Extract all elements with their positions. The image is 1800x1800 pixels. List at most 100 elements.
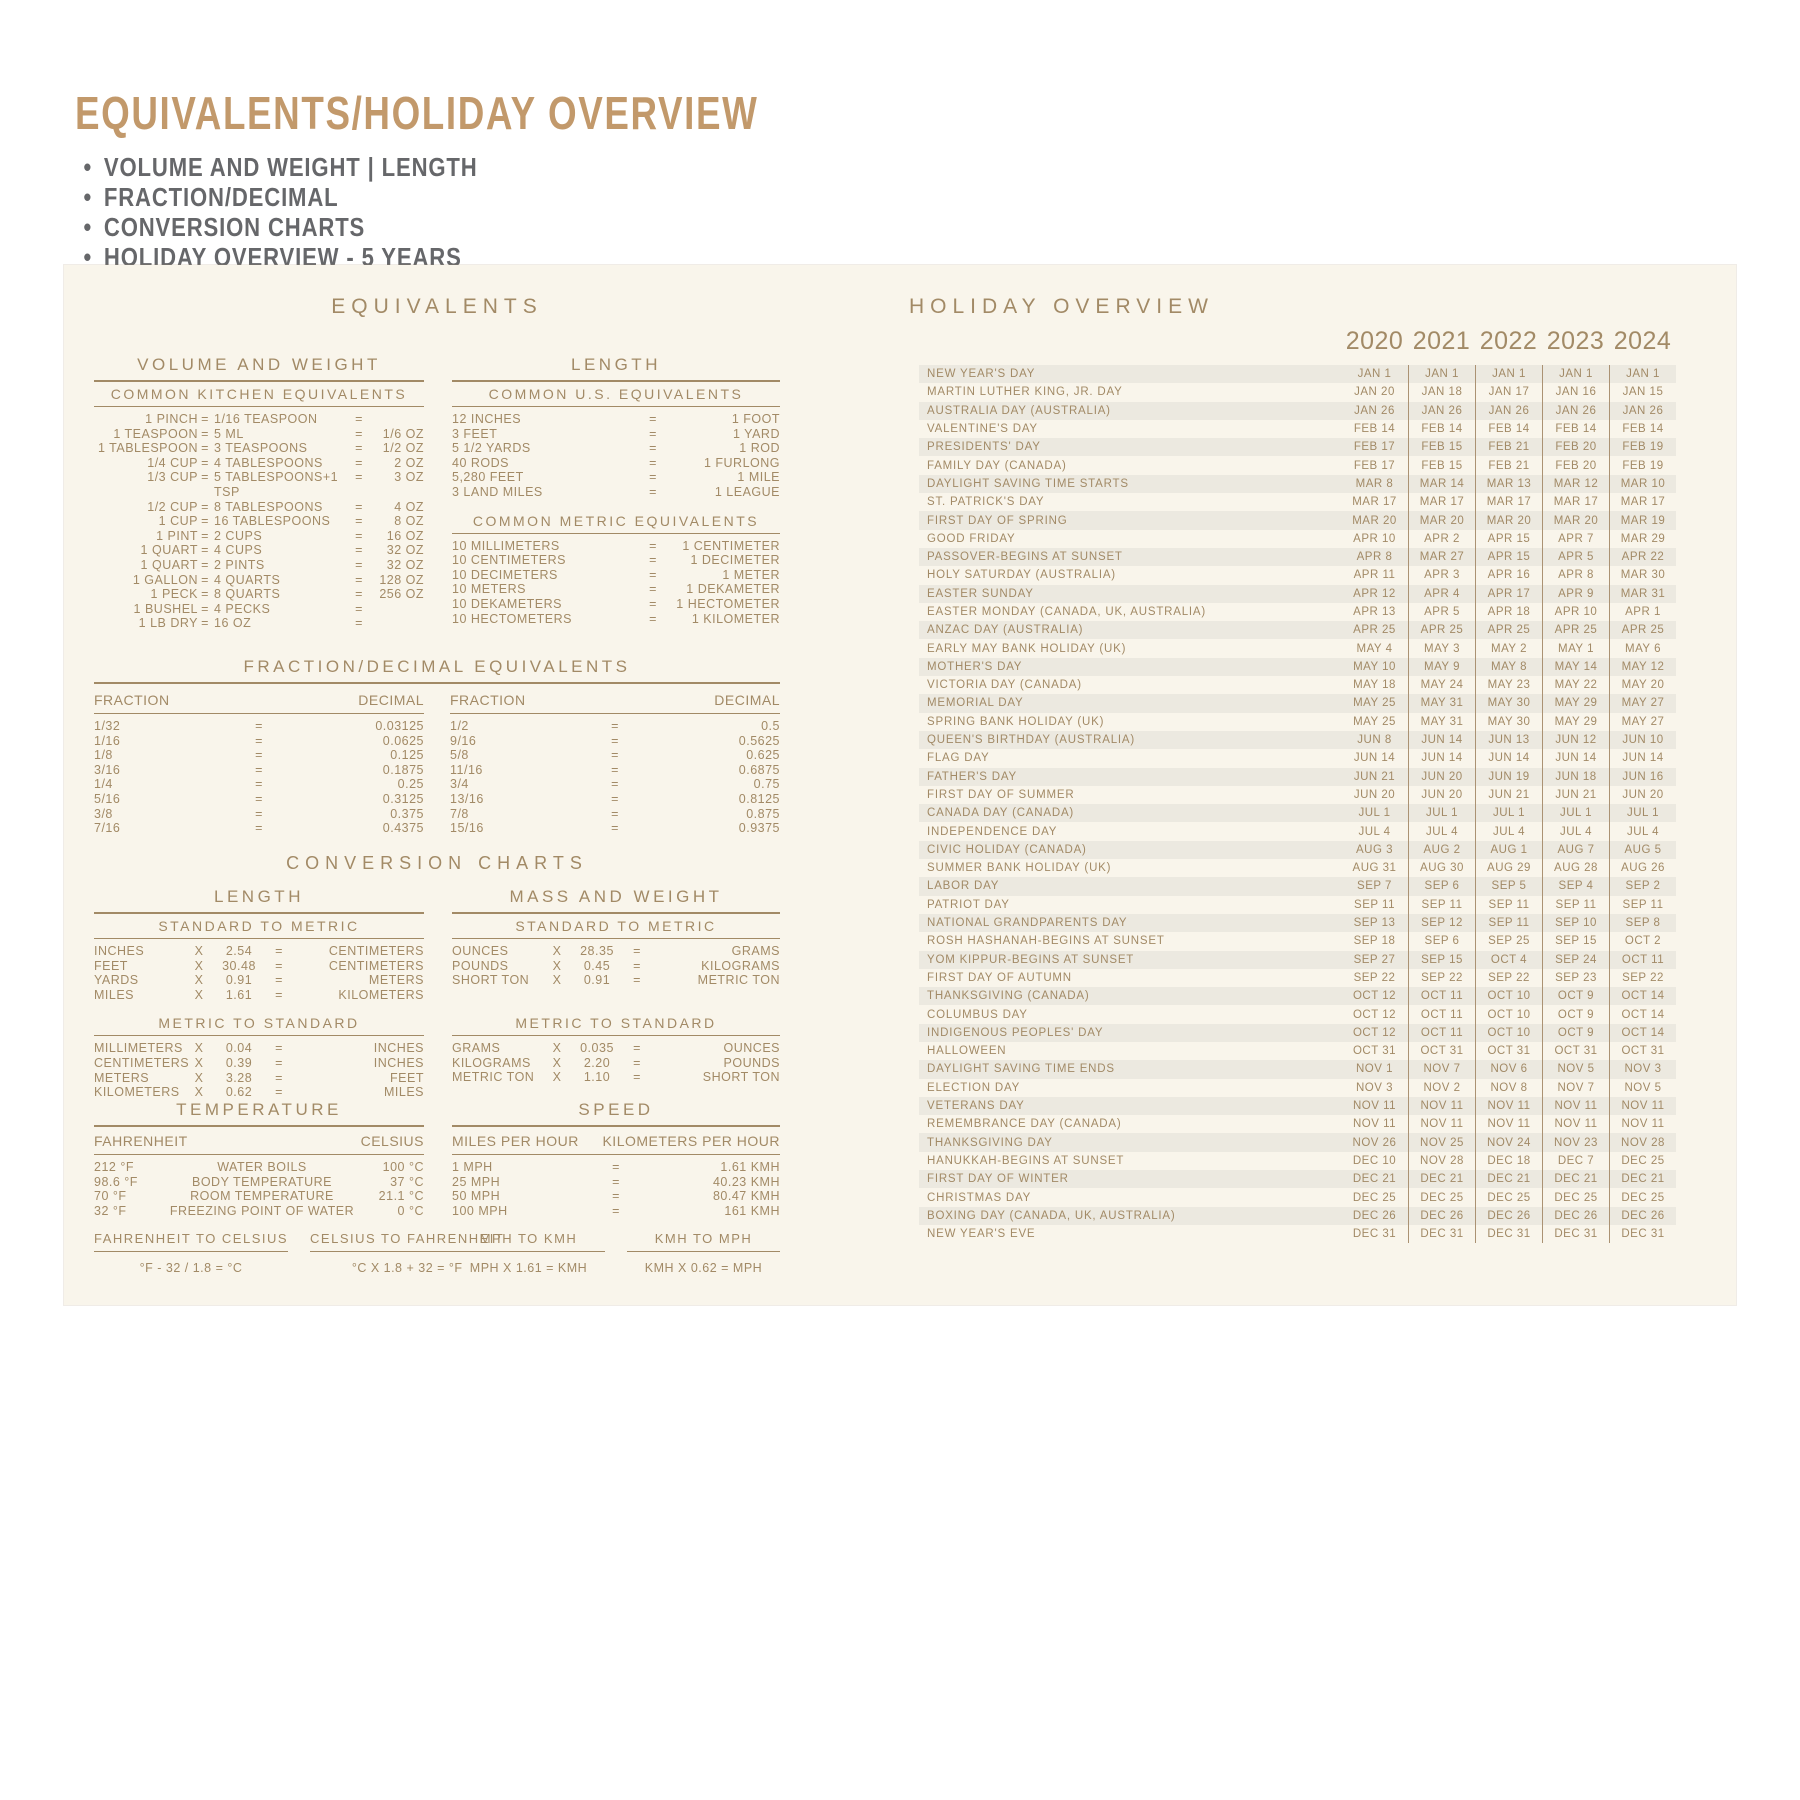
formula-title: KMH TO MPH	[627, 1229, 780, 1253]
equals-sign: =	[255, 733, 263, 748]
measure: 5,280 FEET	[452, 470, 524, 485]
holiday-name: EASTER SUNDAY	[927, 587, 1034, 600]
mph-value: 25 MPH	[452, 1174, 501, 1189]
holiday-date-2022: FEB 21	[1475, 438, 1542, 457]
holiday-date-2024: DEC 31	[1609, 1224, 1676, 1244]
conversion-charts-title: CONVERSION CHARTS	[286, 853, 588, 873]
multiply-sign: X	[552, 1055, 562, 1070]
holiday-date-2020: APR 11	[1353, 569, 1396, 582]
equals-sign: =	[355, 601, 363, 616]
measure: 12 INCHES	[452, 412, 522, 426]
celsius-value: 100 °C	[382, 1160, 424, 1174]
holiday-name: NATIONAL GRANDPARENTS DAY	[927, 917, 1128, 930]
holiday-date-2023: NOV 7	[1542, 1078, 1609, 1097]
measure: 1 GALLON	[132, 572, 198, 587]
conversion-row: SHORT TON X 0.91 = METRIC TON	[452, 973, 780, 988]
fraction-row: 7/8 = 0.875	[450, 807, 780, 822]
holiday-date-2023: SEP 15	[1542, 932, 1609, 951]
holiday-date-2023: JAN 16	[1542, 383, 1609, 402]
decimal: 0.375	[390, 806, 424, 821]
equals-sign: =	[275, 973, 283, 988]
measure: 1 PINT	[156, 528, 198, 543]
holiday-date-2022: APR 15	[1475, 529, 1542, 548]
holiday-name: NEW YEAR'S EVE	[927, 1228, 1036, 1241]
equivalent: 1 HECTOMETER	[676, 596, 780, 611]
holiday-name: PASSOVER-BEGINS AT SUNSET	[927, 551, 1123, 564]
equals-sign: =	[275, 944, 283, 958]
unit-to: GRAMS	[731, 944, 780, 958]
kmh-value: 161 KMH	[724, 1203, 780, 1218]
fraction: 9/16	[450, 733, 477, 748]
unit-to: KILOMETERS	[338, 987, 424, 1002]
holiday-row: INDIGENOUS PEOPLES' DAY OCT 12 OCT 11 OC…	[919, 1023, 1676, 1042]
celsius-value: 37 °C	[390, 1174, 424, 1189]
temperature-row: 98.6 °F BODY TEMPERATURE 37 °C	[94, 1175, 424, 1190]
kitchen-row: 1 PECK = 8 QUARTS = 256 OZ	[94, 587, 424, 602]
holiday-date-2022: APR 17	[1475, 584, 1542, 603]
holiday-date-2023: APR 8	[1542, 566, 1609, 585]
section-title: LENGTH	[452, 355, 780, 382]
holiday-date-2024: DEC 21	[1609, 1170, 1676, 1189]
holiday-date-2020: AUG 3	[1355, 843, 1393, 856]
description: BODY TEMPERATURE	[192, 1174, 332, 1189]
year-label: 2020	[1345, 327, 1404, 355]
holiday-name: ST. PATRICK'S DAY	[927, 496, 1045, 509]
holiday-date-2023: OCT 9	[1542, 987, 1609, 1006]
holiday-date-2024: MAR 29	[1609, 529, 1676, 548]
unit-from: CENTIMETERS	[94, 1055, 190, 1070]
equals-sign: =	[275, 1085, 283, 1100]
holiday-row: DAYLIGHT SAVING TIME ENDS NOV 1 NOV 7 NO…	[919, 1060, 1676, 1079]
fraction: 15/16	[450, 821, 484, 836]
factor: 30.48	[222, 958, 256, 973]
holiday-date-2020: JUN 21	[1353, 770, 1396, 783]
holiday-date-2020: OCT 31	[1352, 1045, 1397, 1058]
formula: MPH X 1.61 = KMH	[469, 1261, 588, 1276]
decimal: 0.5625	[738, 733, 780, 748]
holiday-row: ROSH HASHANAH-BEGINS AT SUNSET SEP 18 SE…	[919, 932, 1676, 951]
holiday-name: HALLOWEEN	[927, 1045, 1007, 1058]
holiday-row: CIVIC HOLIDAY (CANADA) AUG 3 AUG 2 AUG 1…	[919, 840, 1676, 860]
holiday-date-2020: NOV 11	[1352, 1118, 1397, 1131]
section-title: FRACTION/DECIMAL EQUIVALENTS	[94, 657, 780, 684]
holiday-row: SUMMER BANK HOLIDAY (UK) AUG 31 AUG 30 A…	[919, 859, 1676, 878]
holiday-date-2020: JUN 8	[1357, 734, 1392, 747]
holiday-date-2024: JUL 1	[1609, 804, 1676, 823]
ounce-value: 256 OZ	[379, 587, 424, 602]
holiday-date-2020: MAY 4	[1356, 642, 1393, 655]
holiday-date-2024: MAY 27	[1609, 712, 1676, 731]
conversion-row: KILOGRAMS X 2.20 = POUNDS	[452, 1056, 780, 1071]
description: WATER BOILS	[217, 1160, 307, 1174]
factor: 28.35	[580, 944, 614, 958]
holiday-row: EASTER SUNDAY APR 12 APR 4 APR 17 APR 9 …	[919, 584, 1676, 603]
holiday-row: FLAG DAY JUN 14 JUN 14 JUN 14 JUN 14 JUN…	[919, 749, 1676, 768]
holiday-rows: NEW YEAR'S DAY JAN 1 JAN 1 JAN 1 JAN 1 J…	[919, 365, 1676, 1244]
kmh-header: KILOMETERS PER HOUR	[602, 1133, 780, 1149]
holiday-date-2024: NOV 11	[1609, 1096, 1676, 1116]
fahrenheit-header: FAHRENHEIT	[94, 1133, 188, 1149]
holiday-date-2022: OCT 4	[1475, 950, 1542, 969]
unit-to: METERS	[368, 973, 424, 988]
kmh-value: 80.47 KMH	[712, 1189, 780, 1204]
kitchen-row: 1 CUP = 16 TABLESPOONS = 8 OZ	[94, 514, 424, 529]
holiday-date-2024: OCT 2	[1609, 932, 1676, 951]
unit-from: METERS	[94, 1070, 150, 1085]
temperature-row: 70 °F ROOM TEMPERATURE 21.1 °C	[94, 1189, 424, 1204]
holiday-date-2020: DEC 25	[1352, 1191, 1397, 1204]
section-title: SPEED	[452, 1100, 780, 1127]
measure: 3 LAND MILES	[452, 484, 543, 499]
holiday-date-2020: APR 25	[1353, 624, 1396, 637]
holiday-name: THANKSGIVING (CANADA)	[927, 990, 1090, 1003]
equals-sign: =	[649, 455, 657, 470]
holiday-date-2021: SEP 6	[1408, 877, 1475, 896]
fraction: 11/16	[450, 762, 483, 777]
holiday-name: EARLY MAY BANK HOLIDAY (UK)	[927, 642, 1127, 655]
holiday-row: NATIONAL GRANDPARENTS DAY SEP 13 SEP 12 …	[919, 913, 1676, 933]
holiday-row: FAMILY DAY (CANADA) FEB 17 FEB 15 FEB 21…	[919, 456, 1676, 475]
holiday-date-2021: NOV 28	[1408, 1151, 1475, 1171]
holiday-date-2020: JAN 20	[1354, 386, 1395, 399]
equals-sign: =	[355, 441, 363, 456]
unit-to: INCHES	[373, 1055, 424, 1070]
ounce-value: 32 OZ	[386, 543, 424, 558]
length-row: 10 CENTIMETERS = 1 DECIMETER	[452, 553, 780, 568]
equivalent: 1 KILOMETER	[691, 611, 780, 626]
